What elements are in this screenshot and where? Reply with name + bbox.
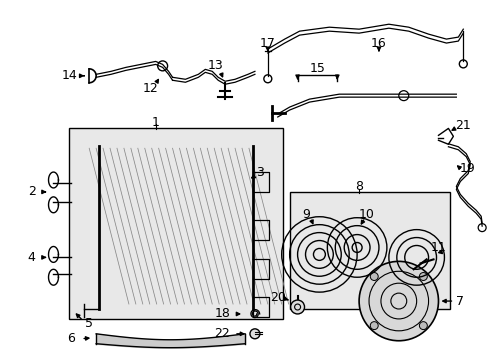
Text: 18: 18: [214, 307, 230, 320]
Text: 12: 12: [142, 82, 158, 95]
Circle shape: [398, 91, 408, 100]
Text: 4: 4: [28, 251, 36, 264]
Bar: [69, 129, 282, 319]
Text: 9: 9: [302, 208, 310, 221]
Text: 1: 1: [151, 116, 159, 129]
Circle shape: [369, 321, 377, 330]
Circle shape: [458, 60, 467, 68]
Circle shape: [264, 75, 271, 83]
Text: 13: 13: [207, 59, 223, 72]
Text: 14: 14: [61, 69, 77, 82]
Text: 20: 20: [269, 291, 285, 303]
Text: 22: 22: [214, 327, 229, 340]
Text: 2: 2: [28, 185, 36, 198]
Text: 19: 19: [458, 162, 474, 175]
Text: 17: 17: [259, 37, 275, 50]
Circle shape: [358, 261, 438, 341]
Circle shape: [477, 224, 485, 231]
Circle shape: [419, 321, 427, 330]
Circle shape: [369, 273, 377, 280]
Circle shape: [249, 329, 259, 339]
Text: 10: 10: [358, 208, 374, 221]
Circle shape: [419, 273, 427, 280]
Text: 8: 8: [354, 180, 363, 193]
Text: 11: 11: [430, 241, 446, 254]
Text: 3: 3: [255, 166, 264, 179]
Circle shape: [290, 300, 304, 314]
Text: 7: 7: [455, 294, 464, 307]
Text: 6: 6: [67, 332, 75, 345]
Text: 16: 16: [370, 37, 386, 50]
Text: 5: 5: [85, 318, 93, 330]
Circle shape: [157, 61, 167, 71]
Bar: [289, 192, 449, 309]
Text: 21: 21: [454, 119, 470, 132]
Text: 15: 15: [309, 62, 325, 75]
